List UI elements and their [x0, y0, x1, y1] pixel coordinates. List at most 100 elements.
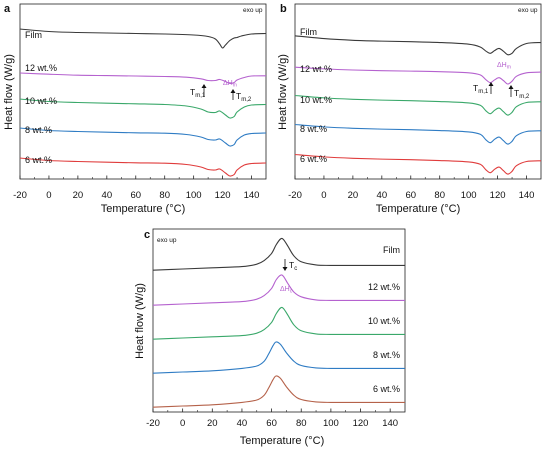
series-line	[294, 35, 542, 56]
panel-c-frame	[152, 228, 406, 413]
x-tick-label: 80	[296, 418, 307, 429]
panel-c-lines	[152, 237, 405, 408]
x-tick-label: 120	[353, 418, 369, 429]
panel-c-annotations: Tc ΔHc	[280, 259, 297, 295]
series-label: 12 wt.%	[25, 63, 57, 73]
panel-a-tm1-arrowhead	[201, 84, 207, 88]
x-tick-label: 0	[46, 190, 51, 201]
panel-a-tm1: Tm,1	[190, 87, 206, 99]
panel-a-series-labels: Film 12 wt.% 10 wt.% 8 wt.% 6 wt.%	[25, 30, 57, 165]
x-tick-label: 100	[186, 190, 202, 201]
series-label: Film	[383, 245, 400, 255]
x-tick-label: 80	[159, 190, 170, 201]
panel-b-ylabel: Heat flow (W/g)	[277, 54, 289, 130]
series-line	[152, 375, 405, 408]
x-tick-label: 40	[102, 190, 113, 201]
x-tick-label: 140	[382, 418, 398, 429]
x-tick-label: 0	[180, 418, 185, 429]
series-label: 12 wt.%	[368, 282, 400, 292]
panel-b-tm1-arrowhead	[488, 82, 494, 86]
panel-a-tm2: Tm,2	[236, 91, 252, 103]
panel-b-annotations: ΔHm Tm,1 Tm,2	[473, 62, 530, 100]
series-label: 10 wt.%	[368, 316, 400, 326]
panel-a-xlabel: Temperature (°C)	[101, 203, 185, 215]
x-tick-label: 120	[215, 190, 231, 201]
x-tick-label: -20	[146, 418, 160, 429]
x-tick-label: -20	[288, 190, 302, 201]
x-tick-label: 20	[73, 190, 84, 201]
x-tick-label: 60	[405, 190, 416, 201]
panel-b-tm2: Tm,2	[514, 88, 530, 100]
panel-a-tm2-arrowhead	[230, 89, 236, 93]
panel-a-lines	[19, 28, 267, 177]
panel-a-annotations: ΔHm Tm,1 Tm,2	[190, 80, 252, 103]
series-label: 8 wt.%	[373, 350, 400, 360]
series-line	[19, 157, 267, 177]
panel-b-lines	[294, 35, 542, 175]
x-tick-label: 60	[130, 190, 141, 201]
series-line	[19, 72, 267, 85]
panel-c-chart: exo up -20 0 20 40 60 80 100 120 140 Film 12 wt.%…	[134, 228, 406, 447]
series-line	[152, 237, 405, 271]
panel-label-a: a	[4, 3, 11, 15]
series-label: Film	[25, 30, 42, 40]
series-label: 6 wt.%	[300, 154, 327, 164]
series-label: 12 wt.%	[300, 64, 332, 74]
panel-b-chart: exo up -20 0 20 40 60 80 100 120 140 Film 12 wt.%…	[277, 3, 542, 215]
panel-a-dhm: ΔHm	[223, 80, 237, 89]
panel-c-ticks: -20 0 20 40 60 80 100 120 140	[146, 408, 398, 429]
panel-b-frame	[294, 3, 542, 180]
panel-a-frame	[19, 3, 267, 180]
x-tick-label: 0	[321, 190, 326, 201]
x-tick-label: 40	[377, 190, 388, 201]
panel-c-xlabel: Temperature (°C)	[240, 435, 324, 447]
panel-c-tc-arrowhead	[282, 267, 288, 271]
panel-c-dhc: ΔHc	[280, 286, 293, 295]
series-label: 10 wt.%	[300, 95, 332, 105]
panel-b-tm2-arrowhead	[508, 85, 514, 89]
panel-b-dhm: ΔHm	[497, 62, 511, 71]
series-label: 10 wt.%	[25, 96, 57, 106]
series-label: 8 wt.%	[25, 125, 52, 135]
series-line	[294, 123, 542, 145]
x-tick-label: 20	[348, 190, 359, 201]
series-line	[152, 306, 405, 340]
x-tick-label: 80	[434, 190, 445, 201]
panel-a-ylabel: Heat flow (W/g)	[3, 54, 15, 130]
panel-c-tc: Tc	[289, 260, 297, 272]
panel-a-chart: exo up -20 0 20 40 60 80 100 120 140 Film 12 wt.%…	[3, 3, 267, 215]
panel-b-exo-note: exo up	[518, 7, 538, 14]
series-line	[152, 341, 405, 374]
panel-c-exo-note: exo up	[157, 237, 177, 244]
series-label: 6 wt.%	[373, 384, 400, 394]
x-tick-label: 60	[266, 418, 277, 429]
panel-a-exo-note: exo up	[243, 7, 263, 14]
panel-label-b: b	[280, 3, 287, 15]
x-tick-label: 140	[519, 190, 535, 201]
x-tick-label: -20	[13, 190, 27, 201]
series-line	[294, 94, 542, 116]
series-line	[294, 66, 542, 85]
panel-a-ticks: -20 0 20 40 60 80 100 120 140	[13, 175, 260, 201]
panel-c-ylabel: Heat flow (W/g)	[134, 283, 146, 359]
panel-c-series-labels: Film 12 wt.% 10 wt.% 8 wt.% 6 wt.%	[368, 245, 400, 394]
x-tick-label: 20	[207, 418, 218, 429]
panel-b-tm1: Tm,1	[473, 83, 489, 95]
panel-b-xlabel: Temperature (°C)	[376, 203, 460, 215]
series-label: Film	[300, 27, 317, 37]
x-tick-label: 140	[244, 190, 260, 201]
series-line	[19, 98, 267, 119]
series-label: 8 wt.%	[300, 124, 327, 134]
x-tick-label: 100	[461, 190, 477, 201]
panel-b-ticks: -20 0 20 40 60 80 100 120 140	[288, 175, 535, 201]
series-line	[152, 274, 405, 306]
series-line	[294, 153, 542, 175]
series-line	[19, 127, 267, 147]
x-tick-label: 120	[490, 190, 506, 201]
x-tick-label: 40	[237, 418, 248, 429]
panel-b-series-labels: Film 12 wt.% 10 wt.% 8 wt.% 6 wt.%	[300, 27, 332, 164]
x-tick-label: 100	[323, 418, 339, 429]
panel-label-c: c	[144, 229, 150, 241]
series-label: 6 wt.%	[25, 155, 52, 165]
